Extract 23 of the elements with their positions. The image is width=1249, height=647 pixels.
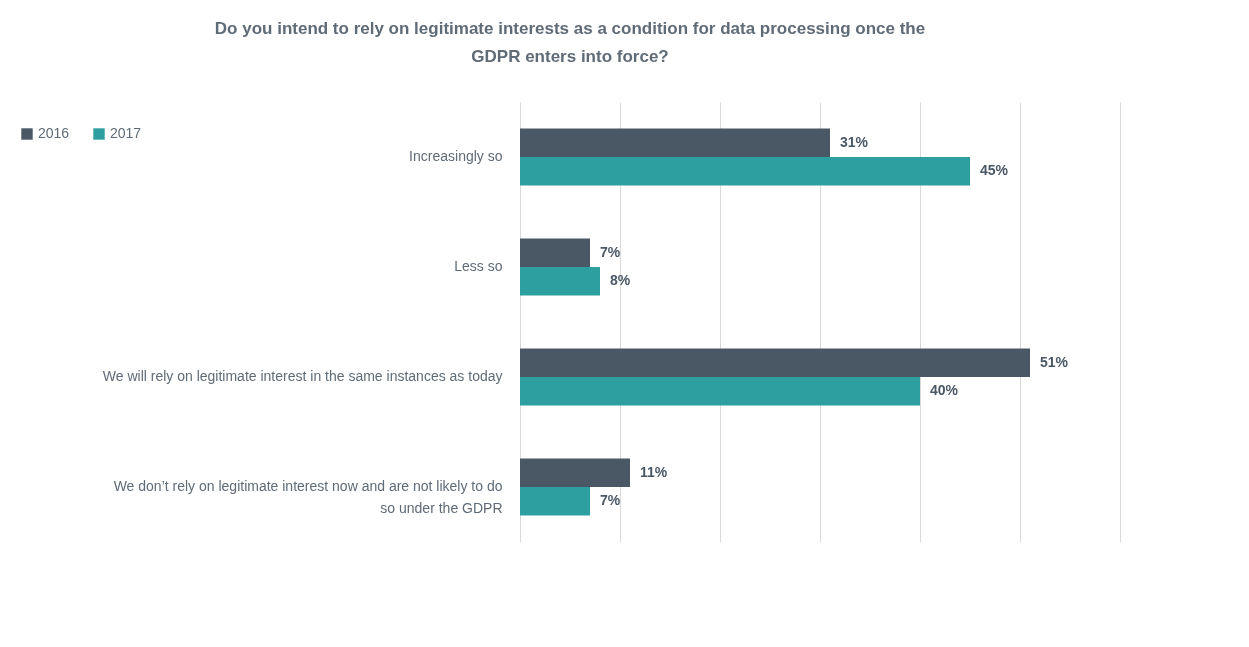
chart-title: Do you intend to rely on legitimate interests as a condition for data processing once the GDPR enters into force?: [214, 19, 926, 66]
data-label: 11%: [640, 463, 668, 480]
bar: [520, 377, 920, 406]
bar: [520, 157, 970, 186]
data-label: 40%: [930, 382, 959, 399]
data-label: 51%: [1040, 353, 1069, 370]
data-label: 45%: [980, 162, 1009, 179]
y-tick-label: We will rely on legitimate interest in the same instances as today: [102, 368, 503, 384]
data-label: 31%: [840, 133, 869, 150]
bar: [520, 348, 1030, 377]
legend-label: 2016: [38, 125, 70, 141]
y-tick-label: We don’t rely on legitimate interest now and are not likely to do so under the GDPR: [113, 478, 503, 516]
data-label: 7%: [600, 243, 621, 260]
bar: [520, 487, 590, 516]
bar: [520, 458, 630, 487]
y-tick-label: Less so: [454, 258, 503, 274]
data-label: 7%: [600, 492, 621, 509]
bar: [520, 267, 600, 296]
data-label: 8%: [610, 272, 631, 289]
bar: [520, 128, 830, 157]
legend-label: 2017: [110, 125, 142, 141]
y-tick-label: Increasingly so: [409, 148, 503, 164]
bar: [520, 238, 590, 267]
